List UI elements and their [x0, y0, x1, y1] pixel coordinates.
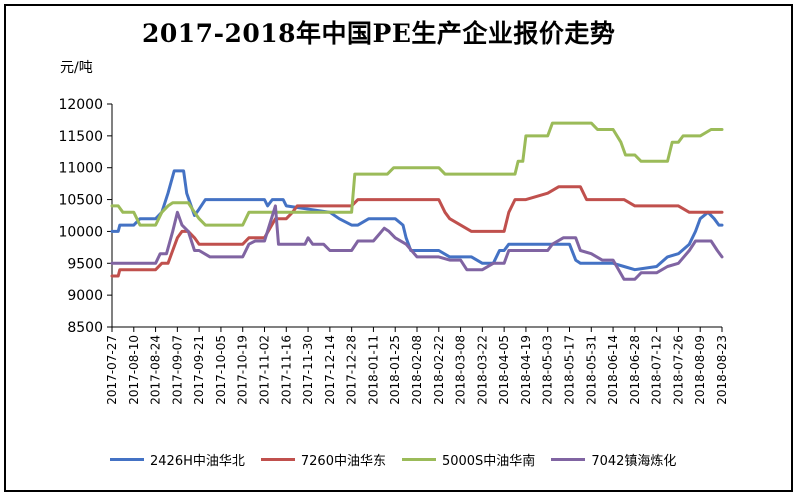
x-tick-label: 2017-11-16 — [279, 335, 293, 405]
series-line-3 — [110, 121, 724, 227]
y-tick-label: 10500 — [58, 193, 103, 209]
x-tick-label: 2018-03-22 — [475, 335, 489, 405]
x-tick-label: 2018-06-14 — [606, 335, 620, 405]
x-tick-label: 2018-08-09 — [693, 335, 707, 405]
x-tick-label: 2018-02-08 — [410, 335, 424, 405]
x-tick-label: 2017-07-27 — [105, 335, 119, 405]
legend-label: 7260中油华东 — [300, 453, 386, 469]
legend-swatch — [551, 457, 586, 461]
x-tick-label: 2017-09-21 — [192, 335, 206, 405]
x-tick-label: 2018-05-03 — [541, 335, 555, 405]
x-tick-label: 2018-07-12 — [650, 335, 664, 405]
x-tick-label: 2018-04-19 — [519, 335, 533, 405]
x-tick-label: 2018-05-31 — [584, 335, 598, 405]
x-tick-label: 2018-04-05 — [497, 335, 511, 405]
legend-label: 2426H中油华北 — [150, 453, 245, 469]
x-tick-label: 2017-12-14 — [323, 335, 337, 405]
x-tick-label: 2017-08-24 — [149, 335, 163, 405]
x-tick-label: 2017-11-30 — [301, 335, 315, 405]
y-tick-label: 10000 — [58, 224, 103, 240]
x-tick-label: 2017-11-02 — [258, 335, 272, 405]
x-tick-label: 2018-05-17 — [563, 335, 577, 405]
y-tick-label: 9500 — [67, 256, 103, 272]
y-tick-label: 11500 — [58, 129, 103, 145]
x-tick-label: 2018-08-23 — [715, 335, 729, 405]
legend-item-4: 7042镇海炼化 — [551, 450, 676, 469]
legend-item-3: 5000S中油华南 — [401, 450, 536, 469]
legend-item-1: 2426H中油华北 — [110, 450, 245, 469]
x-tick-label: 2017-10-19 — [236, 335, 250, 405]
series-line-2 — [110, 185, 724, 278]
chart-frame — [4, 4, 793, 492]
x-tick-label: 2018-01-25 — [388, 335, 402, 405]
x-tick-label: 2018-02-22 — [432, 335, 446, 405]
y-tick-label: 11000 — [58, 161, 103, 177]
chart-title: 2017-2018年中国PE生产企业报价走势 — [142, 19, 616, 48]
y-tick-label: 12000 — [58, 97, 103, 113]
x-tick-label: 2018-07-26 — [671, 335, 685, 405]
y-tick-label: 8500 — [67, 320, 103, 336]
legend-swatch — [110, 457, 144, 461]
y-tick-label: 9000 — [67, 288, 103, 304]
series-line-4 — [110, 204, 724, 281]
x-tick-label: 2018-06-28 — [628, 335, 642, 405]
legend-label: 7042镇海炼化 — [591, 453, 677, 469]
x-tick-label: 2018-01-11 — [366, 335, 380, 405]
x-tick-label: 2018-03-08 — [454, 335, 468, 405]
legend-label: 5000S中油华南 — [441, 453, 536, 469]
x-tick-label: 2017-09-07 — [170, 335, 184, 405]
legend-swatch — [260, 457, 295, 461]
legend-item-2: 7260中油华东 — [260, 450, 386, 469]
x-tick-label: 2017-12-28 — [345, 335, 359, 405]
series-line-1 — [110, 169, 724, 272]
x-tick-label: 2017-08-10 — [127, 335, 141, 405]
legend-swatch — [401, 457, 436, 461]
y-axis-unit-label: 元/吨 — [60, 60, 93, 76]
chart-legend: 2426H中油华北 7260中油华东 5000S中油华南 7042镇海炼化 — [110, 448, 750, 470]
x-tick-label: 2017-10-05 — [214, 335, 228, 405]
